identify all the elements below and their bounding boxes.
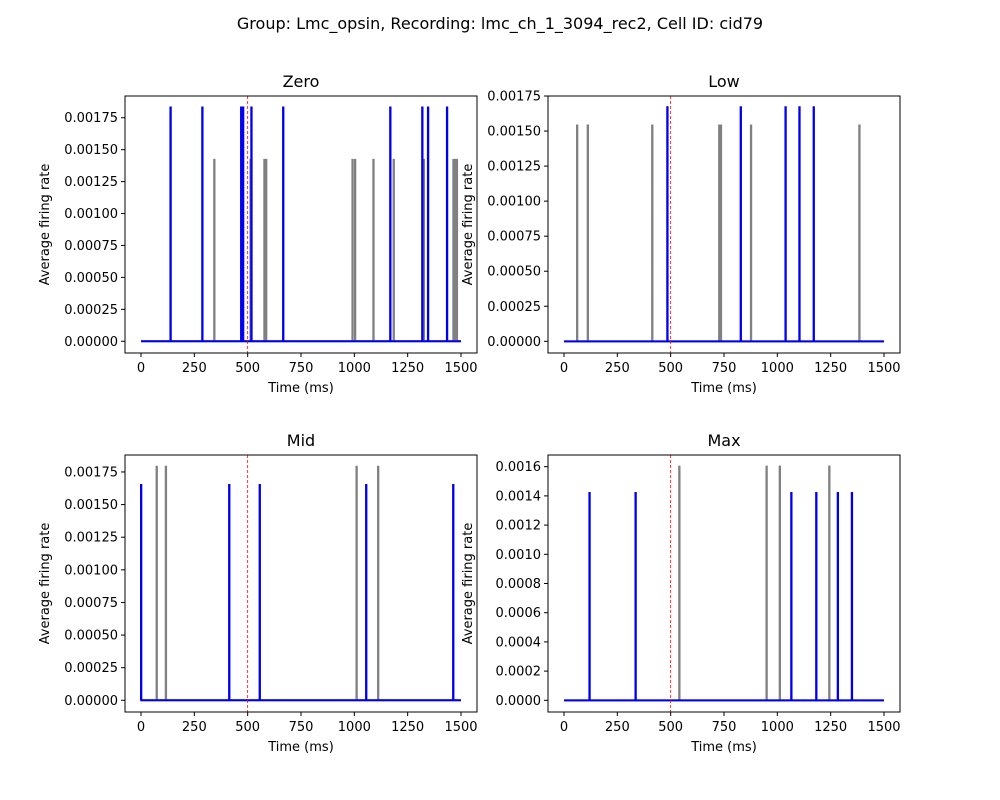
x-axis-label: Time (ms)	[267, 740, 334, 755]
x-tick-label: 750	[712, 720, 737, 735]
x-tick-label: 500	[235, 720, 260, 735]
plot-area	[125, 96, 477, 353]
x-tick-label: 1500	[867, 361, 900, 376]
y-tick-label: 0.0008	[496, 577, 542, 592]
y-axis-label: Average firing rate	[38, 523, 53, 645]
x-tick-label: 1250	[814, 361, 847, 376]
y-tick-label: 0.00175	[64, 465, 118, 480]
panel-title: Mid	[287, 431, 315, 450]
x-tick-label: 750	[712, 361, 737, 376]
y-tick-label: 0.0006	[496, 606, 542, 621]
x-tick-label: 1250	[391, 720, 424, 735]
x-tick-label: 1250	[391, 361, 424, 376]
x-axis-label: Time (ms)	[690, 740, 757, 755]
figure-suptitle: Group: Lmc_opsin, Recording: lmc_ch_1_30…	[237, 14, 763, 34]
panel-title: Low	[708, 72, 740, 91]
x-tick-label: 750	[289, 720, 314, 735]
y-tick-label: 0.00150	[64, 143, 118, 158]
x-tick-label: 250	[182, 361, 207, 376]
x-tick-label: 500	[658, 720, 683, 735]
x-tick-label: 250	[605, 361, 630, 376]
y-tick-label: 0.00075	[487, 230, 541, 245]
x-tick-label: 0	[560, 361, 568, 376]
y-tick-label: 0.0014	[496, 489, 542, 504]
x-tick-label: 250	[605, 720, 630, 735]
x-tick-label: 0	[137, 361, 145, 376]
x-tick-label: 0	[137, 720, 145, 735]
y-tick-label: 0.0016	[496, 460, 542, 475]
series-line-1	[141, 106, 461, 343]
x-tick-label: 1000	[761, 361, 794, 376]
y-tick-label: 0.00025	[64, 303, 118, 318]
x-tick-label: 500	[658, 361, 683, 376]
x-tick-label: 1000	[338, 361, 371, 376]
x-tick-label: 1500	[444, 361, 477, 376]
x-tick-label: 1000	[338, 720, 371, 735]
series-line-1	[140, 484, 461, 702]
y-tick-label: 0.0002	[496, 665, 542, 680]
y-tick-label: 0.00100	[487, 195, 541, 210]
x-tick-label: 1500	[444, 720, 477, 735]
plot-area	[548, 96, 900, 353]
x-tick-label: 1250	[814, 720, 847, 735]
y-tick-label: 0.00000	[64, 335, 118, 350]
y-axis-label: Average firing rate	[38, 164, 53, 286]
panel-title: Zero	[283, 72, 320, 91]
y-tick-label: 0.0012	[496, 519, 542, 534]
y-tick-label: 0.00050	[64, 629, 118, 644]
y-tick-label: 0.00100	[64, 207, 118, 222]
y-tick-label: 0.00050	[487, 265, 541, 280]
x-tick-label: 1000	[761, 720, 794, 735]
plot-area	[125, 455, 477, 712]
series-line-1	[564, 491, 884, 702]
x-tick-label: 250	[182, 720, 207, 735]
panel-title: Max	[707, 431, 740, 450]
y-tick-label: 0.00075	[64, 239, 118, 254]
x-tick-label: 750	[289, 361, 314, 376]
panel-low: 0 250 500 750 1000 1250 1500 0.00000 0.00025 0.00…	[461, 72, 901, 396]
y-tick-label: 0.00125	[64, 531, 118, 546]
y-tick-label: 0.0004	[496, 635, 542, 650]
y-tick-label: 0.00150	[487, 125, 541, 140]
x-tick-label: 500	[235, 361, 260, 376]
y-axis-label: Average firing rate	[461, 164, 476, 286]
panel-max: 0 250 500 750 1000 1250 1500 0.0000 0.0002 0.0004…	[461, 431, 901, 755]
y-tick-label: 0.00050	[64, 271, 118, 286]
y-tick-label: 0.00075	[64, 596, 118, 611]
y-tick-label: 0.00150	[64, 498, 118, 513]
x-tick-label: 1500	[867, 720, 900, 735]
y-tick-label: 0.00125	[64, 175, 118, 190]
y-axis-label: Average firing rate	[461, 523, 476, 645]
x-axis-label: Time (ms)	[267, 381, 334, 396]
panel-zero: 0 250 500 750 1000 1250 1500 0.00000 0.00025 0.00…	[38, 72, 478, 396]
plot-area	[548, 455, 900, 712]
subplot-grid: 0 250 500 750 1000 1250 15000.000000.000250.00…	[38, 72, 901, 755]
x-tick-label: 0	[560, 720, 568, 735]
y-tick-label: 0.00125	[487, 160, 541, 175]
series-line-1	[564, 106, 884, 343]
panel-mid: 0 250 500 750 1000 1250 1500 0.00000 0.00025 0.00…	[38, 431, 478, 755]
y-tick-label: 0.00025	[487, 300, 541, 315]
y-tick-label: 0.00100	[64, 563, 118, 578]
y-tick-label: 0.00175	[487, 90, 541, 105]
y-tick-label: 0.00025	[64, 661, 118, 676]
x-axis-label: Time (ms)	[690, 381, 757, 396]
y-tick-label: 0.00175	[64, 111, 118, 126]
y-tick-label: 0.0010	[496, 548, 542, 563]
y-tick-label: 0.00000	[64, 694, 118, 709]
y-tick-label: 0.0000	[496, 694, 542, 709]
y-tick-label: 0.00000	[487, 335, 541, 350]
